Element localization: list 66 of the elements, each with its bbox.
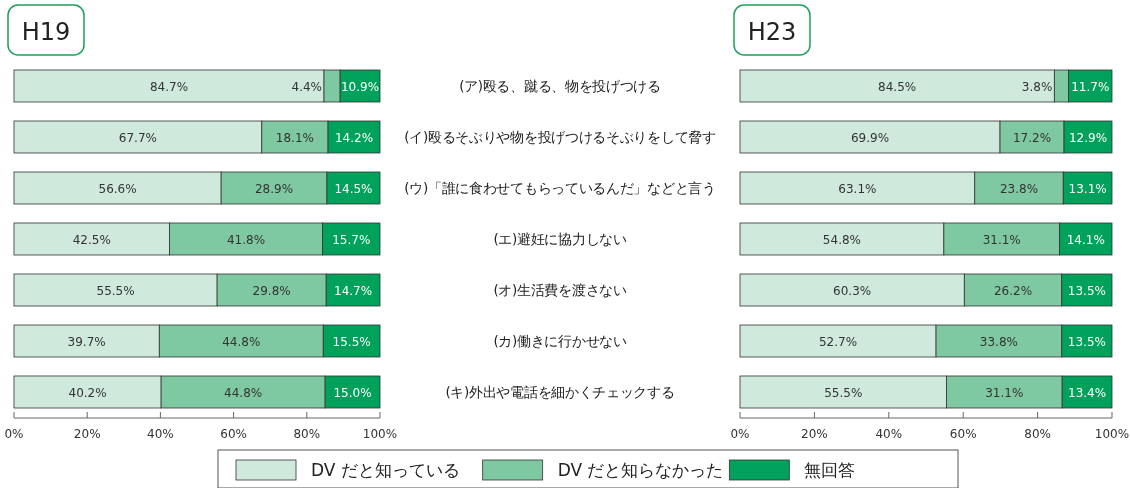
x-tick-label: 80% — [293, 427, 321, 441]
data-label: 67.7% — [118, 130, 157, 145]
x-tick-label: 100% — [362, 427, 398, 441]
data-label: 15.7% — [332, 232, 371, 247]
data-label: 14.2% — [334, 130, 374, 145]
y-tick-label: (イ)殴るそぶりや物を投げつけるそぶりをして脅す — [404, 129, 716, 145]
data-label: 40.2% — [68, 385, 107, 400]
data-label: 13.1% — [1068, 181, 1107, 196]
data-label: 56.6% — [98, 181, 137, 196]
data-label: 52.7% — [818, 334, 858, 349]
y-tick-label: (ア)殴る、蹴る、物を投げつける — [459, 78, 661, 94]
data-label: 41.8% — [226, 232, 266, 247]
data-label: 23.8% — [999, 181, 1039, 196]
data-label: 33.8% — [979, 334, 1018, 349]
data-label: 11.7% — [1071, 79, 1110, 94]
data-label: 13.5% — [1067, 283, 1106, 298]
legend-label: 無回答 — [804, 460, 856, 480]
y-tick-label: (エ)避妊に協力しない — [493, 231, 627, 247]
data-label: 63.1% — [838, 181, 877, 196]
x-tick-label: 20% — [801, 427, 828, 441]
data-label: 54.8% — [822, 232, 861, 247]
chart-title: H19 — [21, 18, 71, 46]
data-label: 31.1% — [985, 385, 1024, 400]
data-label: 69.9% — [850, 130, 890, 145]
x-tick-label: 60% — [949, 427, 977, 441]
data-label: 39.7% — [67, 334, 106, 349]
y-tick-label: (キ)外出や電話を細かくチェックする — [445, 384, 675, 400]
x-tick-label: 40% — [147, 427, 174, 441]
y-tick-label: (ウ)「誰に食わせてもらっているんだ」などと言う — [404, 180, 716, 196]
data-label: 60.3% — [833, 283, 872, 298]
data-label: 28.9% — [254, 181, 294, 196]
data-label: 15.5% — [332, 334, 371, 349]
data-label: 55.5% — [824, 385, 863, 400]
data-label: 4.4% — [291, 79, 322, 94]
data-label: 31.1% — [982, 232, 1021, 247]
x-tick-label: 0% — [4, 427, 24, 441]
x-tick-label: 80% — [1024, 427, 1051, 441]
data-label: 26.2% — [993, 283, 1033, 298]
x-tick-label: 40% — [875, 427, 903, 441]
y-tick-label: (オ)生活費を渡さない — [493, 282, 627, 298]
data-label: 18.1% — [275, 130, 314, 145]
data-label: 55.5% — [96, 283, 135, 298]
legend-label: DV だと知っている — [311, 460, 460, 480]
data-label: 44.8% — [224, 385, 263, 400]
data-label: 44.8% — [222, 334, 261, 349]
data-label: 15.0% — [333, 385, 372, 400]
data-label: 14.1% — [1066, 232, 1105, 247]
data-label: 12.9% — [1068, 130, 1108, 145]
legend-label: DV だと知らなかった — [557, 460, 724, 480]
data-label: 14.7% — [334, 283, 373, 298]
data-label: 10.9% — [340, 79, 380, 94]
data-label: 42.5% — [72, 232, 111, 247]
data-label: 17.2% — [1012, 130, 1052, 145]
data-label: 14.5% — [334, 181, 373, 196]
x-tick-label: 0% — [730, 427, 750, 441]
x-tick-label: 60% — [220, 427, 247, 441]
y-tick-label: (カ)働きに行かせない — [493, 333, 627, 349]
data-label: 29.8% — [252, 283, 291, 298]
x-tick-label: 100% — [1094, 427, 1130, 441]
data-label: 13.4% — [1068, 385, 1107, 400]
chart-title: H23 — [747, 18, 797, 46]
data-label: 84.5% — [878, 79, 917, 94]
x-tick-label: 20% — [73, 427, 101, 441]
data-label: 13.5% — [1067, 334, 1106, 349]
data-label: 3.8% — [1021, 79, 1053, 94]
data-label: 84.7% — [149, 79, 189, 94]
